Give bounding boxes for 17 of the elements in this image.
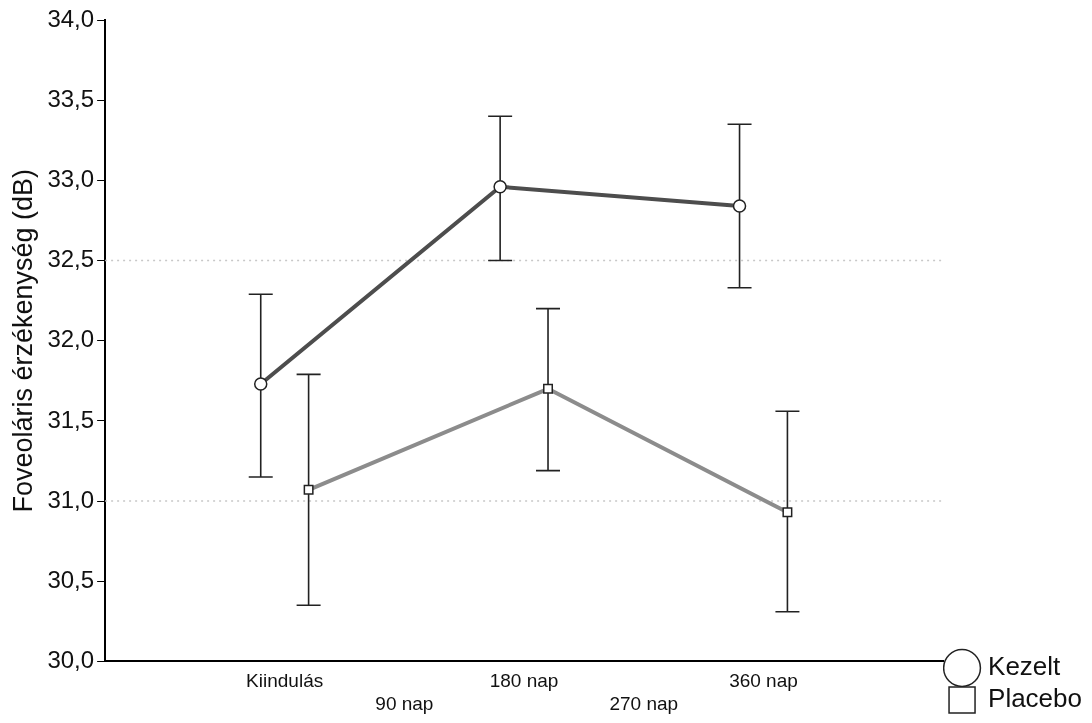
legend-label: Placebo — [988, 683, 1083, 714]
y-tick-label: 31,5 — [47, 405, 95, 433]
y-tick-label: 34,0 — [47, 4, 95, 32]
x-tick-label: 360 nap — [729, 670, 798, 692]
y-tick-label: 33,5 — [47, 84, 95, 112]
y-axis-title: Foveoláris érzékenység (dB) — [7, 168, 38, 513]
y-tick-label: 31,0 — [47, 485, 95, 513]
y-tick-label: 33,0 — [47, 164, 95, 192]
y-tick-label: 32,5 — [47, 245, 95, 273]
x-tick-label: Kiindulás — [246, 670, 324, 692]
y-tick-label: 32,0 — [47, 325, 95, 353]
x-tick-label: 180 nap — [489, 670, 559, 692]
legend-label: Kezelt — [988, 651, 1062, 682]
y-tick-label: 30,5 — [47, 565, 95, 593]
x-tick-label: 270 nap — [609, 692, 679, 714]
x-tick-label: 90 nap — [375, 692, 434, 714]
y-tick-label: 30,0 — [47, 646, 95, 674]
